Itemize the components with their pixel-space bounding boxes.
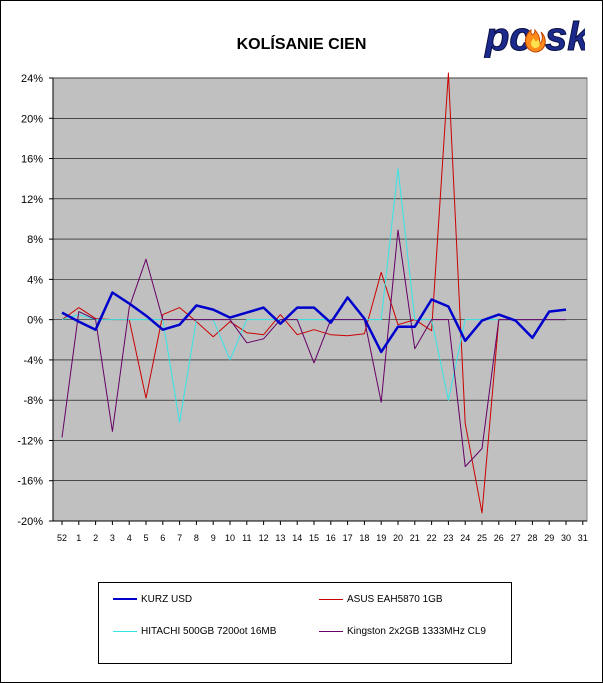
y-tick-label: -16% (17, 476, 43, 488)
x-tick-label: 31 (578, 533, 588, 543)
x-tick-label: 28 (527, 533, 537, 543)
series-line-kurz-usd (61, 291, 567, 354)
x-tick-label: 9 (211, 533, 216, 543)
plot-area (52, 77, 588, 522)
legend-swatch-kingston (319, 630, 343, 632)
legend-item-asus: ASUS EAH5870 1GB (319, 593, 443, 607)
x-tick-label: 5 (143, 533, 148, 543)
legend-label-asus: ASUS EAH5870 1GB (347, 594, 443, 605)
legend-label-hitachi: HITACHI 500GB 7200ot 16MB (141, 626, 277, 637)
x-tick-label: 4 (127, 533, 132, 543)
x-tick-label: 2 (93, 533, 98, 543)
x-tick-label: 30 (561, 533, 571, 543)
x-tick-label: 25 (477, 533, 487, 543)
legend-item-kurz-usd: KURZ USD (113, 593, 192, 607)
x-tick-label: 15 (309, 533, 319, 543)
legend-swatch-asus (319, 598, 343, 600)
axes (49, 77, 587, 525)
y-tick-label: 20% (21, 113, 43, 125)
x-tick-label: 20 (393, 533, 403, 543)
x-tick-label: 6 (160, 533, 165, 543)
y-tick-label: -4% (23, 355, 43, 367)
x-tick-label: 11 (242, 533, 251, 543)
x-tick-label: 19 (376, 533, 386, 543)
x-tick-label: 22 (427, 533, 437, 543)
y-tick-label: 16% (21, 154, 43, 166)
x-tick-label: 1 (76, 533, 81, 543)
x-tick-label: 10 (225, 533, 235, 543)
x-tick-label: 8 (194, 533, 199, 543)
svg-text:sk: sk (545, 15, 585, 58)
x-tick-labels: 52 1 2 3 4 5 6 7 8 9 10 11 12 13 14 15 16 17 18 19 20 21 22 23 2… (57, 533, 588, 543)
x-tick-label: 27 (511, 533, 521, 543)
series-line-asus-eah5870-1gb (61, 72, 566, 514)
series-line-kingston-2x2gb-1333mhz-cl9 (61, 229, 566, 468)
x-tick-label: 24 (460, 533, 470, 543)
y-tick-label: -12% (17, 435, 43, 447)
x-tick-label: 14 (292, 533, 302, 543)
svg-text:pc: pc (484, 15, 532, 58)
pcsk-logo: pc sk (484, 15, 586, 59)
x-tick-label: 12 (259, 533, 269, 543)
x-tick-label: 18 (359, 533, 369, 543)
x-tick-label: 21 (410, 533, 420, 543)
legend: KURZ USD ASUS EAH5870 1GB HITACHI 500GB … (98, 582, 512, 664)
series-lines (61, 72, 567, 514)
y-tick-label: 8% (27, 234, 43, 246)
y-tick-label: 12% (21, 194, 43, 206)
legend-item-kingston: Kingston 2x2GB 1333MHz CL9 (319, 625, 486, 639)
y-tick-label: -20% (17, 516, 43, 528)
x-tick-label: 23 (443, 533, 453, 543)
legend-label-kurz-usd: KURZ USD (141, 594, 193, 605)
x-tick-label: 29 (544, 533, 554, 543)
x-tick-label: 13 (275, 533, 285, 543)
y-tick-label: 0% (27, 315, 43, 327)
y-tick-label: -8% (23, 395, 43, 407)
legend-item-hitachi: HITACHI 500GB 7200ot 16MB (113, 625, 276, 639)
y-tick-label: 24% (21, 73, 43, 85)
legend-label-kingston: Kingston 2x2GB 1333MHz CL9 (347, 626, 486, 637)
x-tick-label: 3 (110, 533, 115, 543)
x-tick-label: 52 (57, 533, 67, 543)
x-tick-label: 26 (494, 533, 504, 543)
legend-swatch-kurz-usd (113, 598, 137, 601)
y-tick-label: 4% (27, 274, 43, 286)
legend-swatch-hitachi (113, 630, 137, 632)
chart-title: KOLÍSANIE CIEN (236, 36, 367, 53)
x-tick-label: 7 (177, 533, 182, 543)
x-tick-label: 16 (326, 533, 336, 543)
x-tick-label: 17 (343, 533, 353, 543)
y-tick-labels: 24% 20% 16% 12% 8% 4% 0% -4% -8% -12% -16% -20% (17, 73, 43, 528)
